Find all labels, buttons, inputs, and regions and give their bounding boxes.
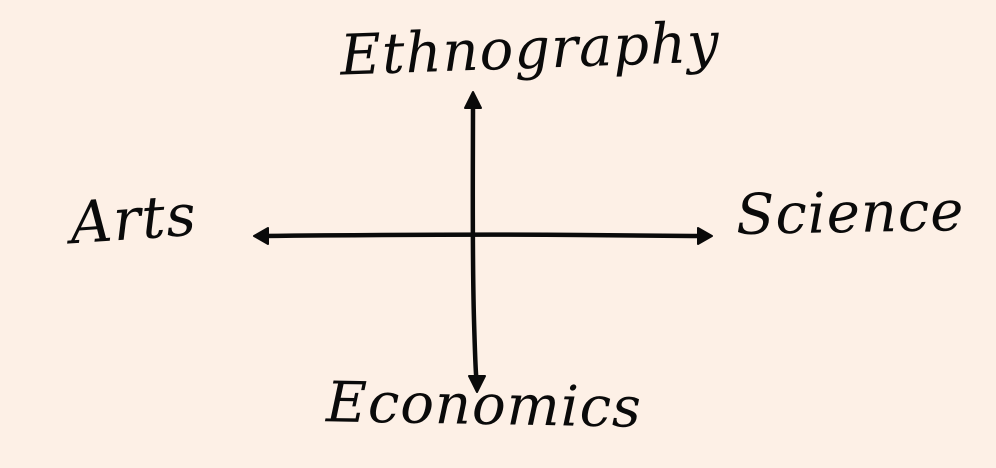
vertical-axis-line: [470, 95, 480, 387]
arrowhead-up: [464, 91, 482, 109]
axis-label-top: Ethnography: [338, 10, 721, 89]
horizontal-axis-line: [259, 232, 711, 239]
axis-label-right: Science: [735, 179, 965, 248]
arrowhead-down: [468, 375, 486, 393]
axis-label-left: Arts: [67, 180, 199, 258]
axis-label-bottom: Economics: [325, 370, 643, 441]
arrowhead-right: [697, 227, 713, 245]
arrowhead-left: [253, 227, 269, 245]
